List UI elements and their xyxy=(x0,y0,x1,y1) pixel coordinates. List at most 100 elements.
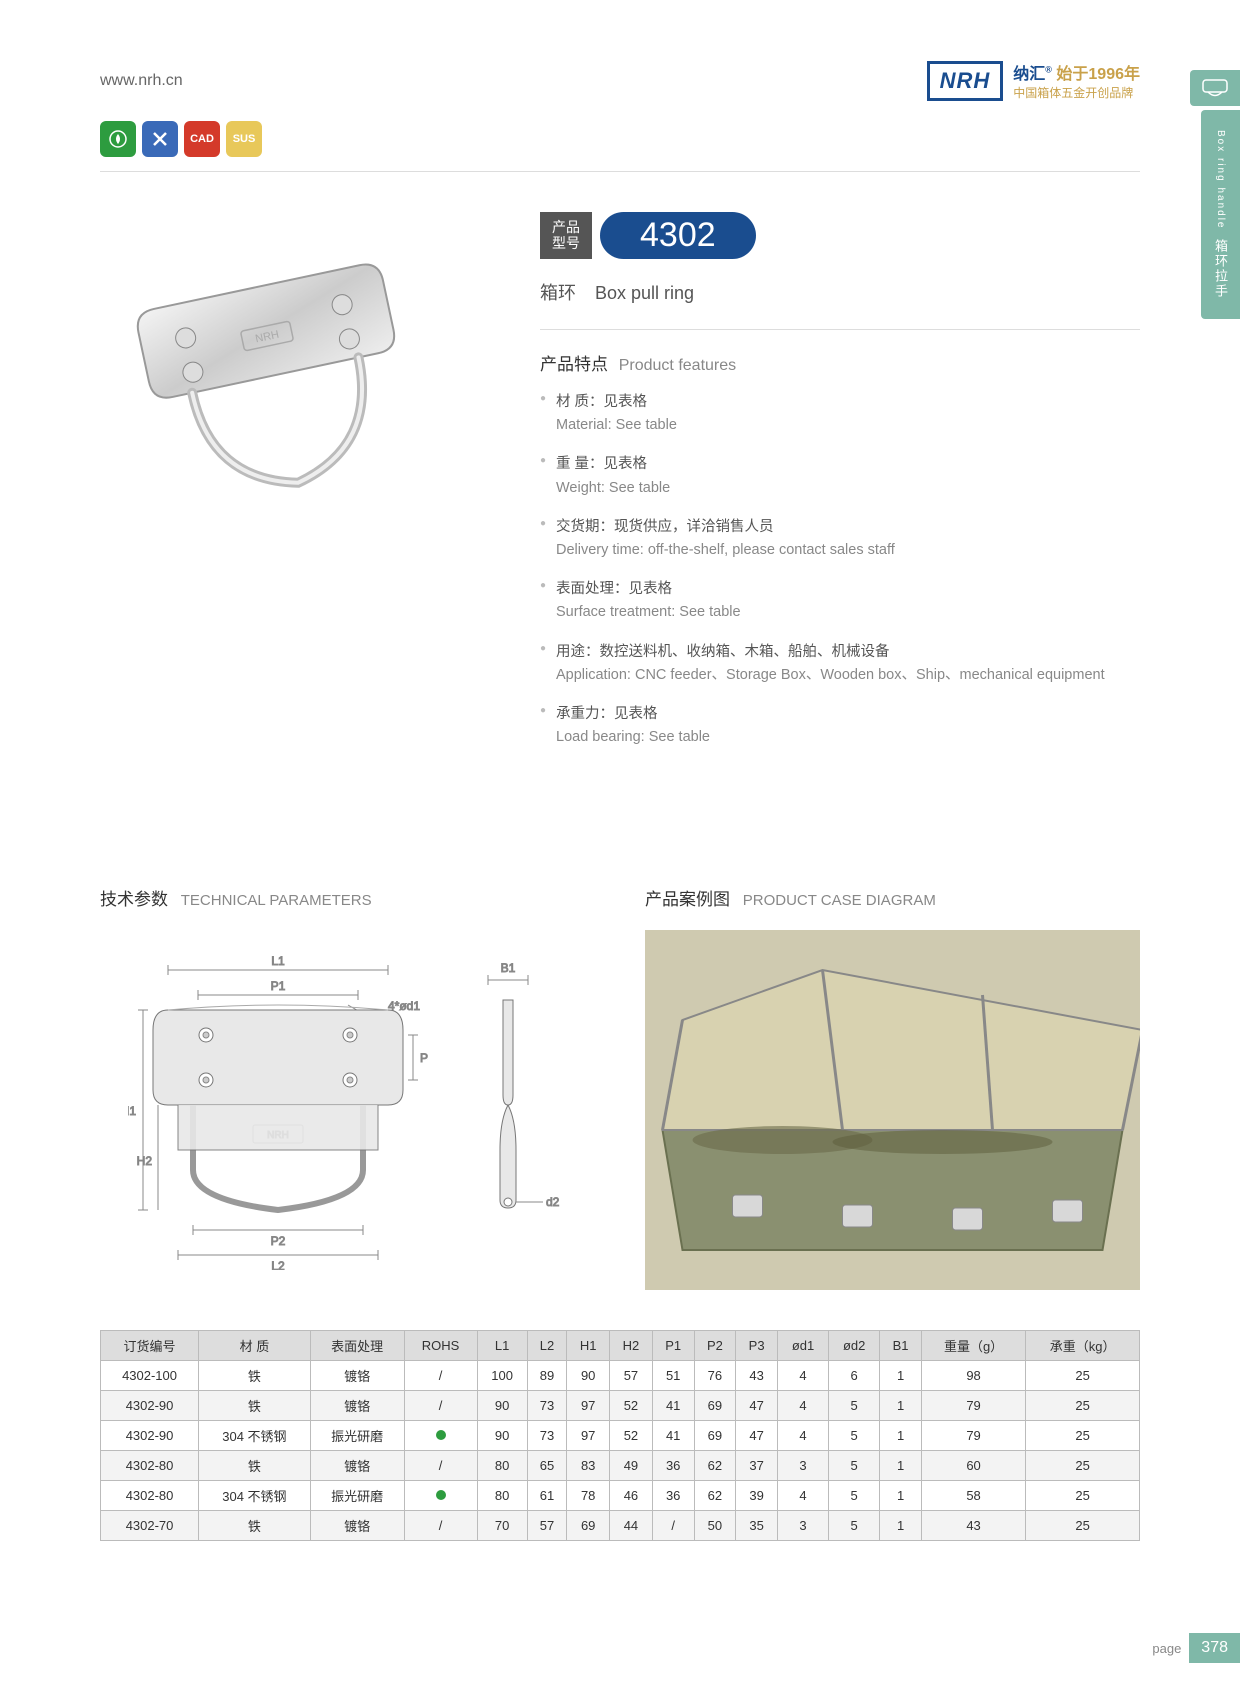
table-header-cell: ROHS xyxy=(404,1331,477,1361)
table-cell: 41 xyxy=(652,1391,694,1421)
table-cell: 69 xyxy=(694,1391,736,1421)
table-cell: 57 xyxy=(610,1361,653,1391)
feature-cn: 用途：数控送料机、收纳箱、木箱、船舶、机械设备 xyxy=(556,644,890,660)
table-cell: 41 xyxy=(652,1421,694,1451)
table-cell: 39 xyxy=(736,1481,778,1511)
table-cell: 1 xyxy=(880,1421,922,1451)
table-cell xyxy=(404,1421,477,1451)
table-cell: 50 xyxy=(694,1511,736,1541)
table-cell: / xyxy=(404,1391,477,1421)
parameters-table: 订货编号材 质表面处理ROHSL1L2H1H2P1P2P3ød1ød2B1重量（… xyxy=(100,1330,1140,1541)
table-cell: 79 xyxy=(921,1391,1025,1421)
feature-en: Surface treatment: See table xyxy=(556,601,1140,624)
table-cell: 36 xyxy=(652,1481,694,1511)
table-cell: 5 xyxy=(829,1421,880,1451)
table-cell: 镀铬 xyxy=(310,1451,404,1481)
table-header-cell: ød2 xyxy=(829,1331,880,1361)
table-cell: 铁 xyxy=(199,1511,311,1541)
table-cell: 76 xyxy=(694,1361,736,1391)
table-header-cell: B1 xyxy=(880,1331,922,1361)
table-cell: 3 xyxy=(777,1511,828,1541)
svg-text:H2: H2 xyxy=(136,1154,152,1168)
brand-gold: 始于1996年 xyxy=(1056,66,1140,83)
table-cell: 43 xyxy=(921,1511,1025,1541)
table-cell: 5 xyxy=(829,1391,880,1421)
table-cell: 4 xyxy=(777,1361,828,1391)
table-cell: 5 xyxy=(829,1451,880,1481)
table-row: 4302-90304 不锈钢振光研磨907397524169474517925 xyxy=(101,1421,1140,1451)
table-cell: 73 xyxy=(527,1421,567,1451)
table-cell: 37 xyxy=(736,1451,778,1481)
table-cell: 80 xyxy=(477,1451,527,1481)
table-cell: 25 xyxy=(1026,1421,1140,1451)
table-cell: 镀铬 xyxy=(310,1511,404,1541)
table-cell: 25 xyxy=(1026,1481,1140,1511)
brand-cn: 纳汇 xyxy=(1013,66,1045,83)
table-cell: 4 xyxy=(777,1391,828,1421)
table-cell: 90 xyxy=(477,1391,527,1421)
table-cell: 25 xyxy=(1026,1451,1140,1481)
table-cell: 1 xyxy=(880,1481,922,1511)
table-cell: 47 xyxy=(736,1421,778,1451)
table-cell: 83 xyxy=(567,1451,610,1481)
model-number: 4302 xyxy=(600,212,756,259)
features-head-en: Product features xyxy=(619,357,736,374)
table-cell: / xyxy=(404,1361,477,1391)
table-cell: 5 xyxy=(829,1511,880,1541)
feature-cn: 交货期：现货供应，详洽销售人员 xyxy=(556,519,774,535)
table-cell: 49 xyxy=(610,1451,653,1481)
table-header-cell: L2 xyxy=(527,1331,567,1361)
feature-cn: 承重力：见表格 xyxy=(556,706,658,722)
feature-en: Delivery time: off-the-shelf, please con… xyxy=(556,539,1140,562)
cad-icon: CAD xyxy=(184,121,220,157)
model-label: 产品 型号 xyxy=(540,212,592,259)
table-cell: 5 xyxy=(829,1481,880,1511)
table-cell: 304 不锈钢 xyxy=(199,1481,311,1511)
table-header-cell: 材 质 xyxy=(199,1331,311,1361)
table-cell: 62 xyxy=(694,1481,736,1511)
brand-logo: NRH xyxy=(927,61,1004,101)
svg-text:L1: L1 xyxy=(271,954,285,968)
table-cell: 98 xyxy=(921,1361,1025,1391)
product-case-photo xyxy=(645,930,1140,1290)
table-header-cell: P3 xyxy=(736,1331,778,1361)
page-label: page xyxy=(1152,1641,1181,1656)
feature-item: 材 质：见表格 Material: See table xyxy=(540,391,1140,437)
tech-section: 技术参数 TECHNICAL PARAMETERS L1 P1 4*ød1 xyxy=(100,885,595,1290)
table-cell: 58 xyxy=(921,1481,1025,1511)
table-cell: 304 不锈钢 xyxy=(199,1421,311,1451)
table-header-row: 订货编号材 质表面处理ROHSL1L2H1H2P1P2P3ød1ød2B1重量（… xyxy=(101,1331,1140,1361)
feature-cn: 重 量：见表格 xyxy=(556,456,647,472)
feature-en: Material: See table xyxy=(556,414,1140,437)
table-header-cell: 表面处理 xyxy=(310,1331,404,1361)
table-cell: 60 xyxy=(921,1451,1025,1481)
svg-text:P1: P1 xyxy=(270,979,285,993)
website-url: www.nrh.cn xyxy=(100,72,183,90)
table-cell: 47 xyxy=(736,1391,778,1421)
case-heading: 产品案例图 PRODUCT CASE DIAGRAM xyxy=(645,885,1140,910)
subtitle-en: Box pull ring xyxy=(595,283,694,303)
subtitle-divider xyxy=(540,329,1140,330)
table-header-cell: 承重（kg） xyxy=(1026,1331,1140,1361)
table-cell: 镀铬 xyxy=(310,1391,404,1421)
feature-cn: 表面处理：见表格 xyxy=(556,581,672,597)
product-subtitle: 箱环 Box pull ring xyxy=(540,279,1140,305)
side-tab-cn: 箱环拉手 xyxy=(1213,239,1228,299)
table-cell: 铁 xyxy=(199,1361,311,1391)
table-cell: 73 xyxy=(527,1391,567,1421)
side-tab-en: Box ring handle xyxy=(1215,130,1226,230)
header-divider xyxy=(100,171,1140,172)
case-head-en: PRODUCT CASE DIAGRAM xyxy=(743,892,936,909)
table-cell: 52 xyxy=(610,1421,653,1451)
table-cell: 90 xyxy=(477,1421,527,1451)
table-cell: / xyxy=(404,1451,477,1481)
table-cell: 25 xyxy=(1026,1511,1140,1541)
tech-head-cn: 技术参数 xyxy=(100,890,168,909)
side-tab-icon xyxy=(1190,70,1240,106)
table-cell: 36 xyxy=(652,1451,694,1481)
feature-item: 用途：数控送料机、收纳箱、木箱、船舶、机械设备 Application: CNC … xyxy=(540,641,1140,687)
table-cell: 4 xyxy=(777,1481,828,1511)
feature-en: Application: CNC feeder、Storage Box、Wood… xyxy=(556,664,1140,687)
rohs-dot-icon xyxy=(436,1490,446,1500)
feature-cn: 材 质：见表格 xyxy=(556,394,647,410)
